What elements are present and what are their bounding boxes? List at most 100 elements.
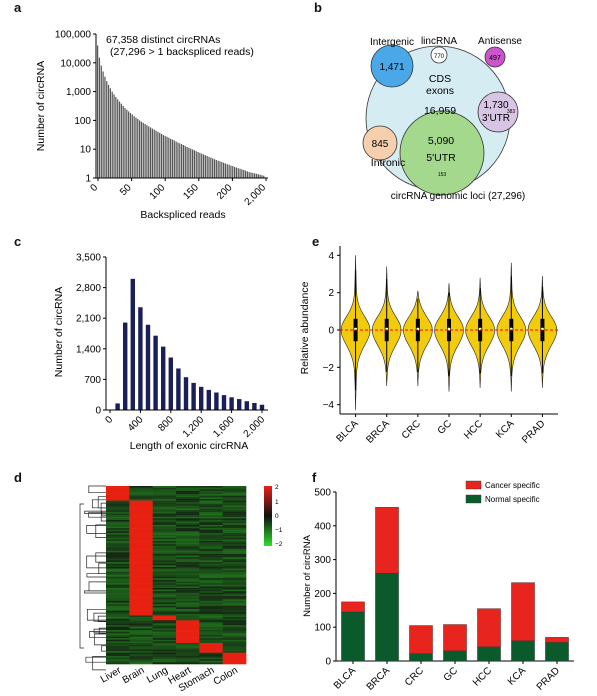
chart-d-cell (129, 662, 153, 665)
chart-d-cell (222, 633, 247, 636)
chart-d-cell (129, 634, 153, 637)
chart-d-cell (222, 502, 247, 505)
chart-d-cell (176, 555, 200, 558)
chart-d-cell (199, 655, 223, 658)
chart-d-cell (199, 511, 223, 514)
chart-a-bar (246, 171, 248, 178)
chart-d-cell (222, 594, 247, 597)
chart-d-cell (199, 571, 223, 574)
panel-c-label: c (14, 234, 22, 249)
chart-d-dendro-branch (98, 627, 106, 634)
chart-d-cell (152, 660, 177, 663)
chart-d-cell (176, 531, 200, 534)
chart-d-cell (176, 621, 200, 624)
chart-d-cell (176, 630, 200, 632)
chart-d-cell (222, 615, 247, 618)
chart-a-ytick-label: 1,000 (66, 87, 91, 98)
chart-d-cell (176, 618, 200, 621)
chart-d-cell (222, 651, 247, 653)
chart-c-bar (176, 368, 181, 410)
chart-f-legend-normal: Normal specific (485, 495, 540, 504)
chart-d-cell (152, 498, 177, 501)
chart-d-cell (176, 586, 200, 589)
chart-d-cell (152, 552, 177, 555)
chart-d-cell (199, 646, 223, 649)
chart-d-cell (199, 581, 223, 584)
chart-d-cell (106, 550, 130, 553)
chart-d-cell (222, 497, 247, 500)
chart-a-bar (171, 139, 174, 178)
chart-d-cell (152, 513, 177, 516)
chart-d-cell (222, 579, 247, 582)
chart-d-cell (106, 565, 130, 568)
chart-d-cell (222, 550, 247, 553)
panel-d-label: d (14, 470, 22, 485)
chart-d-cell (129, 589, 153, 592)
chart-c-bar (130, 278, 135, 410)
chart-a-bar (226, 164, 228, 178)
chart-a-bar (102, 71, 104, 178)
chart-c-bar (183, 377, 189, 410)
chart-d-cell (152, 646, 177, 649)
chart-d-cell (106, 524, 130, 527)
chart-d-cell (152, 555, 177, 558)
chart-d-cell (129, 591, 153, 594)
chart-d-cell (199, 625, 223, 628)
chart-d-cell (152, 558, 177, 561)
chart-d-cell (176, 492, 200, 495)
chart-f-bar-cancer (443, 624, 467, 652)
chart-c-bar (244, 401, 249, 410)
chart-d-dendro-branch (97, 496, 106, 509)
chart-d-cell (106, 591, 130, 594)
chart-d-cell (176, 587, 200, 590)
chart-d-scale-label-m1: −1 (275, 527, 283, 534)
chart-d-cell (222, 528, 247, 530)
chart-d-cell (106, 498, 130, 501)
chart-d-cell (106, 597, 130, 600)
chart-d-cell (176, 497, 200, 500)
chart-d-cell (152, 528, 177, 530)
chart-d-cell (152, 519, 177, 522)
chart-d-cell (222, 558, 247, 561)
chart-d-cell (129, 597, 153, 600)
chart-a-bar (107, 84, 110, 178)
chart-d-cell (152, 573, 177, 576)
chart-d-cell (176, 570, 200, 573)
venn-caption: circRNA genomic loci (27,296) (391, 191, 526, 202)
chart-d-cell (199, 532, 223, 535)
chart-d-cell (129, 508, 153, 511)
chart-d-cell (129, 487, 153, 490)
chart-f-bar-normal (545, 642, 569, 662)
chart-d-cell (152, 516, 177, 519)
chart-d-cell (152, 617, 177, 619)
chart-d-cell (106, 584, 130, 587)
chart-d-cell (176, 518, 200, 521)
chart-d-cell (199, 516, 223, 519)
chart-a-bar (193, 150, 196, 178)
chart-d-cell (106, 652, 130, 655)
chart-a-bar (98, 57, 101, 178)
chart-d-cell (152, 589, 177, 592)
chart-d-cell (106, 642, 130, 645)
chart-d-cell (129, 502, 153, 505)
chart-a-bar (191, 149, 194, 178)
chart-d-cell (152, 647, 177, 650)
chart-d-dendro-branch (95, 524, 106, 538)
chart-a-bar (122, 105, 124, 178)
chart-d-cell (129, 511, 153, 514)
chart-a-bar (120, 103, 122, 178)
chart-d-cell (199, 584, 223, 587)
chart-d-cell (106, 562, 130, 564)
chart-d-cell (176, 562, 200, 564)
chart-d-cell (222, 568, 247, 571)
chart-a-bar (129, 113, 132, 178)
chart-d-dendro-branch (88, 485, 106, 494)
chart-d-cell (199, 528, 223, 530)
chart-e-xtick-label: HCC (462, 418, 485, 441)
chart-d-cell (199, 617, 223, 619)
chart-d-cell (129, 638, 153, 641)
chart-c-bar (252, 403, 257, 410)
chart-d-cell (222, 646, 247, 649)
chart-d-cell (176, 594, 200, 597)
chart-f-bar-normal (477, 646, 501, 662)
